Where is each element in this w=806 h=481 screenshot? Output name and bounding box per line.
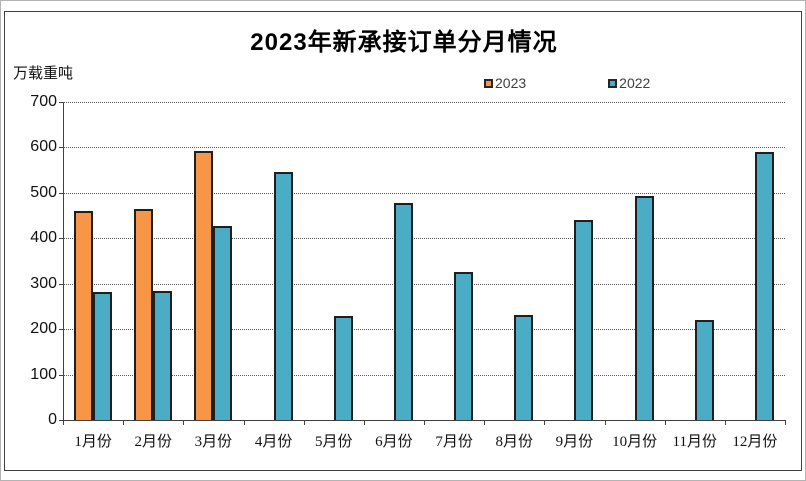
bar-2022-11月份 — [695, 320, 714, 420]
x-axis-tick — [123, 420, 124, 425]
y-axis-tick — [59, 102, 63, 103]
x-axis-tick — [304, 420, 305, 425]
legend-swatch-icon — [608, 78, 618, 88]
gridline-400 — [63, 238, 785, 240]
x-tick-label-12月份: 12月份 — [732, 434, 778, 450]
x-axis-tick — [544, 420, 545, 425]
gridline-100 — [63, 374, 785, 376]
y-tick-label-100: 100 — [30, 365, 57, 383]
bar-2022-9月份 — [574, 220, 593, 420]
bar-2023-2月份 — [134, 209, 153, 420]
bar-2022-5月份 — [334, 316, 353, 420]
y-axis-tick — [59, 329, 63, 331]
x-tick-label-5月份: 5月份 — [314, 434, 353, 450]
bar-2022-7月份 — [454, 272, 473, 420]
plot-area — [63, 102, 785, 420]
x-tick-label-9月份: 9月份 — [555, 434, 594, 450]
y-tick-label-400: 400 — [30, 229, 57, 247]
y-tick-label-0: 0 — [48, 411, 57, 428]
x-tick-label-1月份: 1月份 — [74, 434, 112, 450]
gridline-200 — [63, 329, 785, 331]
legend-item-2022: 2022 — [608, 75, 650, 91]
y-axis-tick — [59, 374, 63, 376]
bar-2022-1月份 — [93, 292, 112, 420]
x-axis-tick — [183, 420, 184, 425]
y-tick-label-600: 600 — [30, 138, 57, 156]
bar-2022-6月份 — [394, 203, 413, 420]
y-tick-label-700: 700 — [30, 93, 57, 110]
x-tick-label-4月份: 4月份 — [254, 434, 293, 450]
x-tick-label-7月份: 7月份 — [435, 434, 473, 450]
x-axis-tick — [665, 420, 666, 425]
bar-2022-12月份 — [755, 152, 774, 420]
legend-label: 2023 — [495, 75, 527, 91]
x-axis-tick — [725, 420, 726, 425]
bar-2023-3月份 — [194, 151, 213, 420]
x-axis-tick — [785, 420, 786, 425]
x-axis-tick — [63, 420, 64, 425]
gridline-500 — [63, 192, 785, 194]
chart-title: 2023年新承接订单分月情况 — [250, 29, 558, 56]
x-tick-label-3月份: 3月份 — [194, 434, 233, 450]
bar-2022-10月份 — [635, 196, 654, 420]
x-tick-label-8月份: 8月份 — [495, 434, 533, 450]
y-tick-label-300: 300 — [30, 274, 57, 292]
bar-2022-8月份 — [514, 315, 533, 420]
y-axis-tick — [59, 283, 63, 285]
y-axis-unit-label: 万载重吨 — [13, 65, 74, 82]
gridline-700 — [63, 102, 785, 103]
x-axis-tick — [364, 420, 365, 425]
x-tick-label-6月份: 6月份 — [375, 434, 413, 450]
y-axis-tick — [59, 238, 63, 240]
y-axis-line — [63, 102, 64, 420]
x-axis-tick — [424, 420, 425, 425]
y-tick-label-500: 500 — [30, 183, 57, 201]
y-axis-tick — [59, 420, 63, 421]
y-axis-tick — [59, 147, 63, 149]
legend-item-2023: 2023 — [484, 75, 526, 91]
bar-2022-4月份 — [274, 172, 293, 420]
x-axis-tick — [244, 420, 245, 425]
x-tick-label-2月份: 2月份 — [134, 434, 172, 450]
y-tick-label-200: 200 — [30, 320, 57, 338]
legend: 2023 2022 — [484, 75, 650, 91]
legend-swatch-icon — [484, 78, 493, 88]
legend-label: 2022 — [619, 75, 651, 91]
x-axis-tick — [484, 420, 485, 425]
gridline-300 — [63, 283, 785, 285]
bar-2023-1月份 — [74, 211, 93, 420]
gridline-600 — [63, 147, 785, 149]
bar-2022-3月份 — [213, 226, 232, 420]
x-tick-label-10月份: 10月份 — [612, 434, 658, 450]
y-axis-tick — [59, 192, 63, 194]
x-tick-label-11月份: 11月份 — [672, 434, 717, 450]
x-axis-tick — [605, 420, 606, 425]
bar-2022-2月份 — [153, 291, 172, 420]
